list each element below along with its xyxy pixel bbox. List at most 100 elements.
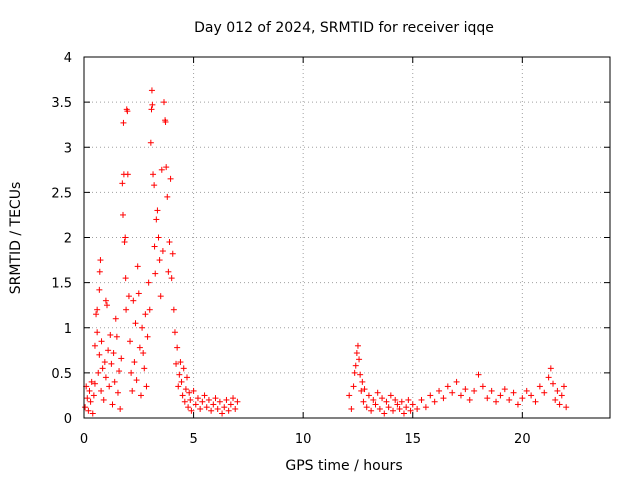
data-point <box>155 234 162 241</box>
data-point <box>449 389 456 396</box>
data-point <box>350 383 357 390</box>
data-point <box>98 338 105 345</box>
data-point <box>122 234 129 241</box>
plot-frame <box>83 56 611 419</box>
data-point <box>536 383 543 390</box>
data-point <box>164 193 171 200</box>
data-point <box>142 311 149 318</box>
x-tick-label: 15 <box>404 432 421 447</box>
data-point <box>156 257 163 264</box>
data-point <box>221 404 228 411</box>
x-tick-label: 5 <box>189 432 197 447</box>
data-point <box>453 378 460 385</box>
data-point <box>82 404 89 411</box>
data-point <box>394 401 401 408</box>
data-point <box>352 362 359 369</box>
data-point <box>400 410 407 417</box>
data-point <box>111 378 118 385</box>
data-point <box>135 290 142 297</box>
x-tick-label: 0 <box>80 432 88 447</box>
data-point <box>117 405 124 412</box>
data-point <box>178 378 185 385</box>
data-point <box>466 396 473 403</box>
data-point <box>108 360 115 367</box>
data-point <box>214 405 221 412</box>
data-point <box>510 389 517 396</box>
data-point <box>381 410 388 417</box>
data-point <box>122 275 129 282</box>
data-point <box>91 342 98 349</box>
data-point <box>216 398 223 405</box>
data-point <box>230 395 237 402</box>
data-point <box>348 405 355 412</box>
data-point <box>134 263 141 270</box>
data-point <box>96 351 103 358</box>
data-point <box>514 401 521 408</box>
data-point <box>166 239 173 246</box>
data-point <box>163 164 170 171</box>
data-point <box>144 333 151 340</box>
data-point <box>351 369 358 376</box>
data-point <box>205 396 212 403</box>
data-point <box>88 378 95 385</box>
data-point <box>431 398 438 405</box>
data-point <box>471 387 478 394</box>
data-point <box>165 268 172 275</box>
data-point <box>94 306 101 313</box>
data-point <box>148 106 155 113</box>
data-point <box>124 108 131 115</box>
data-point <box>153 216 160 223</box>
data-point <box>199 398 206 405</box>
data-point <box>160 99 167 106</box>
data-point <box>174 344 181 351</box>
data-point <box>556 401 563 408</box>
data-point <box>93 311 100 318</box>
y-axis-title: SRMTID / TECUs <box>8 182 24 295</box>
data-point <box>201 392 208 399</box>
data-point <box>181 398 188 405</box>
data-point <box>354 342 361 349</box>
data-point <box>84 395 91 402</box>
data-point <box>107 331 114 338</box>
data-point <box>91 380 98 387</box>
data-point <box>427 392 434 399</box>
data-point <box>363 404 370 411</box>
data-point <box>192 401 199 408</box>
data-point <box>528 392 535 399</box>
x-tick-label: 20 <box>514 432 531 447</box>
data-point <box>210 401 217 408</box>
data-point <box>123 306 130 313</box>
data-point <box>154 207 161 214</box>
data-point <box>186 389 193 396</box>
data-point <box>360 398 367 405</box>
y-tick-label: 3.5 <box>51 96 72 111</box>
data-point <box>232 405 239 412</box>
data-point <box>390 407 397 414</box>
data-point <box>541 389 548 396</box>
data-point <box>177 359 184 366</box>
data-point <box>225 407 232 414</box>
data-point <box>223 396 230 403</box>
data-point <box>105 347 112 354</box>
data-point <box>146 306 153 313</box>
data-point <box>376 405 383 412</box>
data-point <box>184 374 191 381</box>
data-point <box>98 387 105 394</box>
data-point <box>475 371 482 378</box>
tick-labels: 0 5 10 15 20 0 0.5 1 1.5 2 2.5 3 3.5 4 <box>51 51 530 447</box>
data-point <box>457 392 464 399</box>
data-point <box>106 383 113 390</box>
data-point <box>436 387 443 394</box>
data-point <box>379 395 386 402</box>
data-point <box>409 401 416 408</box>
data-point <box>532 398 539 405</box>
y-tick-label: 1 <box>64 322 72 337</box>
data-point <box>493 398 500 405</box>
data-point <box>479 383 486 390</box>
data-point <box>119 180 126 187</box>
y-tick-label: 3 <box>64 141 72 156</box>
data-point <box>116 368 123 375</box>
data-point <box>109 401 116 408</box>
data-point <box>365 392 372 399</box>
data-point <box>169 250 176 257</box>
